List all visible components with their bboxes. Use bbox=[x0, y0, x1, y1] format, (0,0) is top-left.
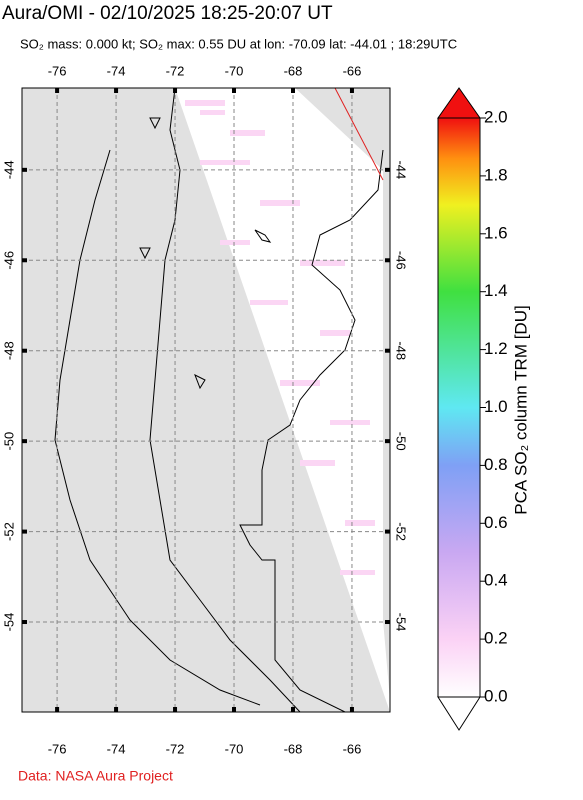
lon-tick-label: -76 bbox=[48, 741, 67, 756]
colorbar-tick-label: 1.8 bbox=[484, 165, 508, 184]
lat-tick-label: -48 bbox=[394, 341, 409, 360]
coastline bbox=[54, 88, 384, 712]
lon-tick-label: -72 bbox=[166, 63, 185, 78]
map-body bbox=[22, 88, 390, 712]
title: Aura/OMI - 02/10/2025 18:25-20:07 UT bbox=[2, 3, 333, 24]
swath-streaks bbox=[185, 100, 375, 575]
lat-tick-label: -48 bbox=[1, 341, 16, 360]
boundary-line bbox=[334, 88, 384, 181]
colorbar bbox=[437, 117, 481, 698]
grid bbox=[22, 88, 390, 712]
lon-tick-label: -70 bbox=[225, 741, 244, 756]
lon-tick-label: -66 bbox=[343, 741, 362, 756]
lat-tick-label: -46 bbox=[394, 251, 409, 270]
colorbar-under bbox=[437, 696, 481, 731]
lat-tick-label: -52 bbox=[394, 522, 409, 541]
lat-tick-label: -44 bbox=[1, 160, 16, 179]
lon-tick-label: -66 bbox=[343, 63, 362, 78]
lat-tick-label: -44 bbox=[394, 160, 409, 179]
lon-tick-label: -68 bbox=[284, 741, 303, 756]
colorbar-tick-label: 1.0 bbox=[484, 397, 508, 416]
colorbar-tick-label: 0.0 bbox=[484, 686, 508, 705]
lat-tick-label: -46 bbox=[1, 251, 16, 270]
colorbar-tick-label: 1.4 bbox=[484, 281, 508, 300]
lon-tick-label: -74 bbox=[107, 741, 126, 756]
lat-tick-label: -52 bbox=[1, 522, 16, 541]
colorbar-tick-label: 0.6 bbox=[484, 513, 508, 532]
lat-tick-label: -54 bbox=[1, 613, 16, 632]
credit: Data: NASA Aura Project bbox=[18, 768, 173, 784]
volcano-marker bbox=[139, 247, 151, 260]
colorbar-tick-label: 0.8 bbox=[484, 455, 508, 474]
map-frame bbox=[21, 87, 391, 713]
colorbar-tick-label: 0.4 bbox=[484, 571, 508, 590]
lat-tick-label: -50 bbox=[394, 432, 409, 451]
lon-tick-label: -72 bbox=[166, 741, 185, 756]
lat-tick-label: -50 bbox=[1, 432, 16, 451]
lon-tick-label: -74 bbox=[107, 63, 126, 78]
colorbar-tick-label: 0.2 bbox=[484, 629, 508, 648]
colorbar-over bbox=[437, 87, 481, 119]
lon-tick-label: -68 bbox=[284, 63, 303, 78]
colorbar-tick-label: 1.2 bbox=[484, 339, 508, 358]
colorbar-tick-label: 1.6 bbox=[484, 223, 508, 242]
lon-tick-label: -76 bbox=[48, 63, 67, 78]
colorbar-tick-label: 2.0 bbox=[484, 107, 508, 126]
lat-tick-label: -54 bbox=[394, 613, 409, 632]
colorbar-label: PCA SO₂ column TRM [DU] bbox=[511, 305, 530, 514]
subtitle: SO₂ mass: 0.000 kt; SO₂ max: 0.55 DU at … bbox=[20, 36, 457, 51]
lon-tick-label: -70 bbox=[225, 63, 244, 78]
volcano-marker bbox=[149, 117, 161, 130]
